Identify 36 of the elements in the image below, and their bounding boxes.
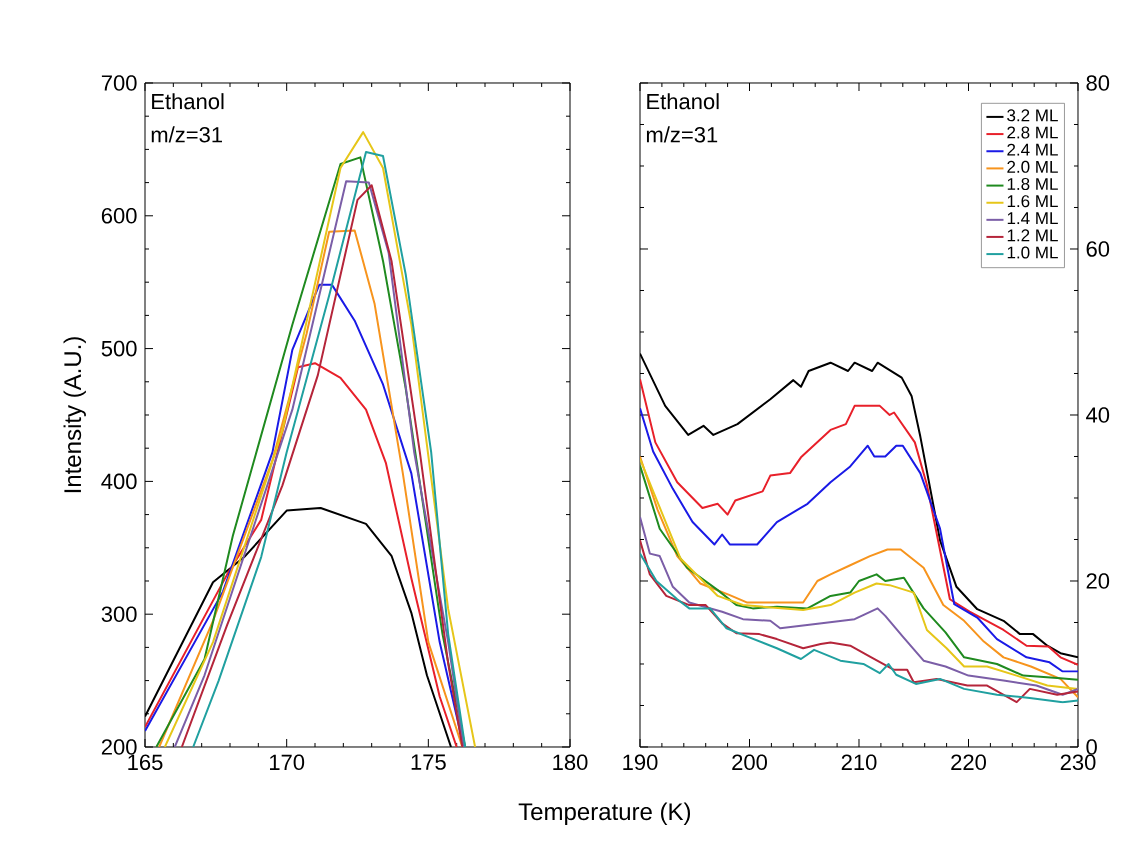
legend-label: 1.6 ML <box>1007 195 1058 208</box>
y-tick-label: 200 <box>101 739 137 755</box>
y-tick-label: 600 <box>101 208 137 224</box>
legend-label: 2.8 ML <box>1007 126 1058 139</box>
y2-tick-label: 80 <box>1086 75 1110 91</box>
y-axis-title: Intensity (A.U.) <box>63 337 86 493</box>
legend-label: 1.0 ML <box>1007 246 1058 259</box>
annotation: m/z=31 <box>151 126 222 143</box>
legend-label: 2.0 ML <box>1007 160 1058 173</box>
x-tick-label: 210 <box>841 754 877 771</box>
legend-label: 3.2 ML <box>1007 109 1058 122</box>
x-tick-label: 170 <box>270 754 305 771</box>
x-tick-label: 220 <box>951 754 986 771</box>
x-tick-label: 175 <box>411 754 446 770</box>
x-tick-label: 230 <box>1060 754 1096 771</box>
y2-tick-label: 40 <box>1086 407 1110 423</box>
x-tick-label: 180 <box>553 754 588 771</box>
x-tick-label: 190 <box>623 754 658 771</box>
y2-tick-label: 20 <box>1086 573 1110 589</box>
legend-label: 1.4 ML <box>1007 212 1058 225</box>
legend-label: 1.2 ML <box>1007 229 1058 242</box>
x-axis-title: Temperature (K) <box>518 802 691 825</box>
line-series <box>640 516 1078 696</box>
annotation: m/z=31 <box>646 126 718 143</box>
y-tick-label: 700 <box>101 75 137 91</box>
legend-label: 2.4 ML <box>1007 143 1058 156</box>
y2-tick-label: 60 <box>1086 241 1110 257</box>
annotation: Ethanol <box>647 93 719 110</box>
y2-tick-label: 0 <box>1086 739 1097 755</box>
annotation: Ethanol <box>152 93 224 110</box>
y-tick-label: 400 <box>101 473 137 490</box>
x-tick-label: 165 <box>128 754 163 771</box>
x-tick-label: 200 <box>732 754 767 771</box>
y-tick-label: 300 <box>101 606 137 622</box>
y-tick-label: 500 <box>101 340 137 357</box>
legend-label: 1.8 ML <box>1007 178 1058 191</box>
